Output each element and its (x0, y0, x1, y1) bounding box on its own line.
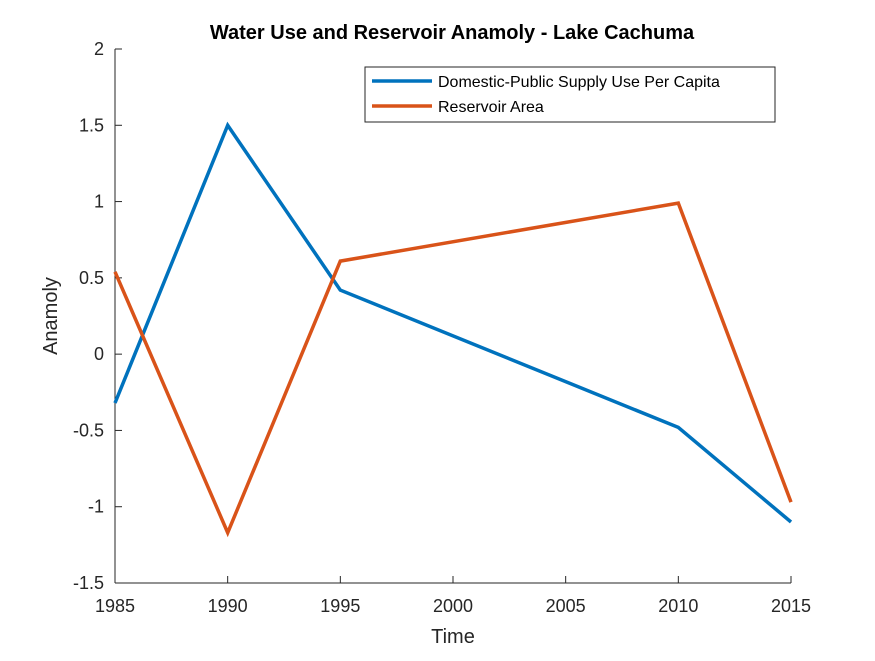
x-tick-label: 2015 (771, 596, 811, 616)
x-tick-label: 1990 (208, 596, 248, 616)
x-tick-label: 1995 (320, 596, 360, 616)
legend-label-reservoir: Reservoir Area (438, 99, 544, 116)
legend-box (364, 66, 776, 123)
x-ticks: 1985 1990 1995 2000 2005 2010 2015 (95, 576, 811, 616)
chart-title: Water Use and Reservoir Anamoly - Lake C… (210, 22, 695, 44)
y-tick-label: 0.5 (79, 268, 104, 288)
legend: Domestic-Public Supply Use Per Capita Re… (364, 66, 776, 123)
y-tick-label: 2 (94, 39, 104, 59)
x-tick-label: 2000 (433, 596, 473, 616)
legend-label-domestic: Domestic-Public Supply Use Per Capita (438, 74, 720, 91)
x-tick-label: 2005 (546, 596, 586, 616)
y-tick-label: 1 (94, 192, 104, 212)
y-ticks: -1.5 -1 -0.5 0 0.5 1 1.5 2 (73, 39, 122, 593)
y-tick-label: 0 (94, 344, 104, 364)
y-axis-label: Anamoly (40, 277, 62, 355)
x-tick-label: 2010 (658, 596, 698, 616)
x-tick-label: 1985 (95, 596, 135, 616)
series-line-domestic-use (113, 121, 793, 524)
series-line-reservoir-area (113, 201, 793, 538)
x-axis-label: Time (431, 626, 475, 648)
y-tick-label: -1.5 (73, 573, 104, 593)
y-tick-label: -1 (88, 497, 104, 517)
y-tick-label: 1.5 (79, 115, 104, 135)
series-group (113, 121, 793, 538)
y-tick-label: -0.5 (73, 420, 104, 440)
